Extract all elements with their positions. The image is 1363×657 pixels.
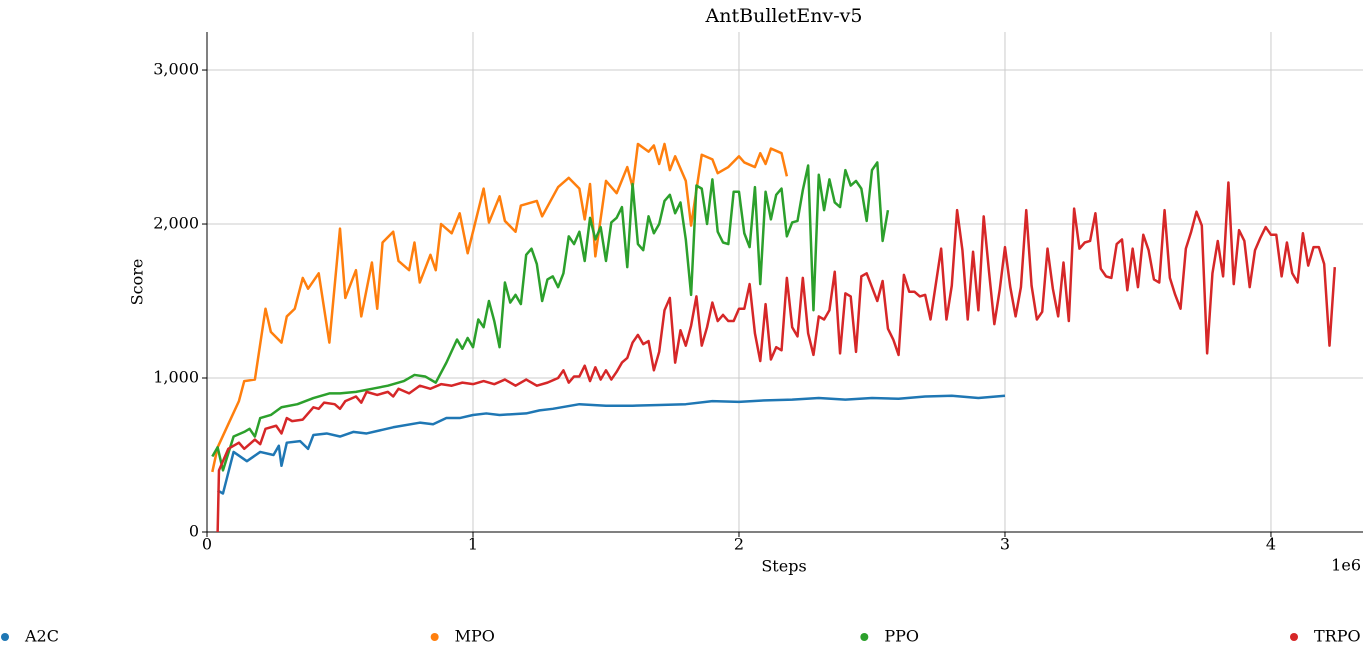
x-tick-label: 3 [1000,535,1010,554]
x-offset-label: 1e6 [1331,556,1361,575]
y-tick-label: 0 [189,522,199,541]
legend-marker [430,633,439,641]
y-axis-label: Score [128,259,147,306]
series-line [211,161,890,472]
x-tick-label: 0 [202,535,212,554]
legend-marker [860,633,869,641]
legend-label: A2C [24,627,59,646]
x-axis-label: Steps [761,557,806,576]
y-tick-label: 1,000 [153,368,199,387]
chart-title: AntBulletEnv-v5 [705,5,863,27]
legend-marker [1,633,9,641]
x-tick-label: 2 [734,535,744,554]
y-tick-label: 2,000 [153,214,199,233]
legend-label: MPO [455,627,495,646]
series-line [211,142,789,473]
series-line [217,394,1006,495]
legend-label: TRPO [1314,627,1361,646]
x-tick-label: 4 [1266,535,1276,554]
legend-label: PPO [884,627,919,646]
x-tick-label: 1 [468,535,478,554]
legend-marker [1290,633,1298,641]
y-tick-label: 3,000 [153,60,199,79]
series-line [216,181,1337,533]
